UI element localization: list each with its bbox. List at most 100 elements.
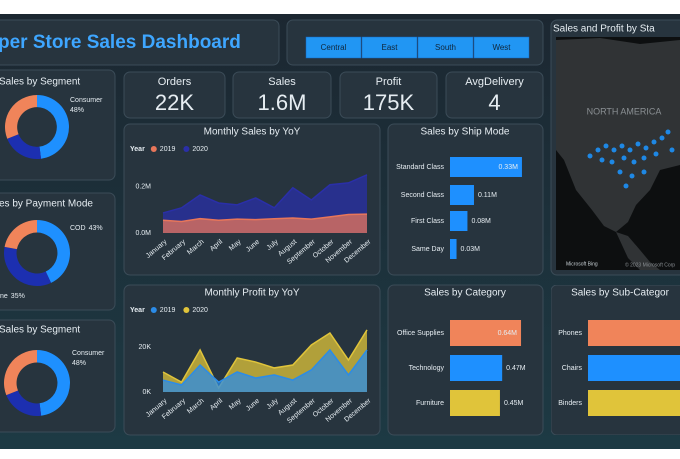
bar — [450, 239, 457, 259]
donut-segment — [37, 220, 70, 283]
donut-value-label: 43% — [89, 225, 103, 232]
bar-value-label: 0.08M — [471, 218, 491, 225]
map-dot — [659, 135, 665, 141]
y-tick-label: 0.0M — [135, 230, 151, 237]
filter-label[interactable]: Central — [321, 43, 347, 52]
bar — [588, 320, 680, 346]
kpi-label: Sales — [268, 76, 296, 88]
bar-value-label: 0.64M — [498, 330, 518, 337]
chart-title: Monthly Sales by YoY — [204, 127, 301, 138]
donut-segment — [3, 246, 52, 286]
chart-panel: Sales by Category Office Supplies 0.64M Tec… — [387, 284, 544, 436]
bar — [450, 157, 522, 177]
chart-panel: Sales by Segment Consumer 48% — [0, 69, 116, 181]
donut-segment — [4, 220, 37, 250]
map-logo: Microsoft Bing — [566, 261, 598, 267]
bar — [588, 355, 680, 381]
bar — [450, 185, 474, 205]
area-line — [162, 213, 368, 223]
map-dot — [595, 147, 601, 153]
area-line — [162, 174, 368, 214]
chart-title: Sales by Sub-Categor — [571, 288, 670, 299]
map-copyright: © 2023 Microsoft Corp — [625, 261, 675, 268]
filter-button[interactable] — [417, 36, 474, 59]
map-dot — [619, 143, 625, 149]
bar-value-label: 0.47M — [506, 365, 526, 372]
y-tick-label: 0K — [142, 389, 151, 396]
bar-category-label: Binders — [558, 400, 582, 407]
map-dot — [653, 151, 659, 157]
donut-value-label: 35% — [11, 293, 25, 300]
chart-panel: Sales by Segment Consumer 48% — [0, 319, 116, 433]
bar-value-label: 0.33M — [498, 164, 518, 171]
kpi-label: Profit — [376, 76, 402, 88]
legend-title: Year — [130, 307, 145, 314]
map-dot — [651, 139, 657, 145]
bar-value-label: 0.45M — [504, 400, 524, 407]
filter-label[interactable]: South — [435, 43, 456, 52]
bar-category-label: Standard Class — [396, 164, 444, 171]
filter-button[interactable] — [305, 36, 362, 59]
bar-category-label: Phones — [558, 330, 582, 337]
bar-category-label: First Class — [411, 218, 445, 225]
map-dot — [603, 143, 609, 149]
legend-label: 2020 — [192, 146, 208, 153]
donut-label: ne — [0, 293, 8, 300]
bar — [450, 390, 500, 416]
map-dot — [629, 173, 635, 179]
donut-segment — [6, 390, 42, 416]
filter-button[interactable] — [361, 36, 418, 59]
legend-label: 2019 — [160, 307, 176, 314]
map-title: Sales and Profit by Sta — [553, 24, 655, 35]
bar — [450, 211, 468, 231]
filter-label[interactable]: East — [381, 43, 398, 52]
map-dot — [627, 147, 633, 153]
legend-swatch — [150, 307, 157, 313]
map-dot — [609, 159, 615, 165]
filter-button[interactable] — [473, 36, 530, 59]
chart-title: Sales by Ship Mode — [421, 127, 510, 138]
kpi-card — [339, 71, 438, 119]
donut-label: COD — [70, 225, 86, 232]
chart-title: Sales by Segment — [0, 77, 80, 88]
donut-value-label: 48% — [70, 107, 84, 114]
bar-category-label: Office Supplies — [397, 330, 444, 337]
map-dot — [635, 141, 641, 147]
bar-value-label: 0.03M — [461, 246, 481, 253]
chart-title: Sales by Segment — [0, 325, 80, 336]
donut-segment — [37, 350, 70, 416]
kpi-value: 4 — [488, 90, 500, 115]
chart-title: es by Payment Mode — [0, 199, 93, 210]
map-land — [556, 38, 680, 232]
map-dot — [587, 153, 593, 159]
filter-label[interactable]: West — [492, 43, 511, 52]
donut-label: Consumer — [70, 97, 103, 104]
chart-panel: Sales by Ship Mode Standard Class 0.33M Sec… — [387, 123, 544, 276]
donut-segment — [4, 350, 38, 396]
bar-category-label: Second Class — [401, 192, 445, 199]
bar — [450, 320, 522, 346]
bar — [450, 355, 503, 381]
kpi-value: 1.6M — [258, 90, 307, 115]
map-dot — [617, 169, 623, 175]
bar-category-label: Chairs — [562, 365, 583, 372]
dashboard-title: per Store Sales Dashboard — [0, 32, 241, 53]
donut-segment — [5, 95, 38, 139]
kpi-card — [123, 71, 226, 119]
area-line — [162, 348, 368, 386]
legend-swatch — [150, 146, 157, 152]
bar-category-label: Technology — [409, 365, 445, 372]
map-dot — [611, 147, 617, 153]
legend-label: 2020 — [192, 307, 208, 314]
chart-title: Monthly Profit by YoY — [204, 288, 299, 299]
map-dot — [643, 145, 649, 151]
map-dot — [631, 159, 637, 165]
map-dots — [587, 129, 675, 189]
area-line — [162, 329, 368, 390]
legend-label: 2019 — [160, 146, 176, 153]
chart-panel: Monthly Sales by YoY Year 2019 2020 0.0M 0.2M… — [123, 123, 381, 276]
panel — [123, 284, 381, 436]
kpi-value: 22K — [155, 90, 194, 115]
